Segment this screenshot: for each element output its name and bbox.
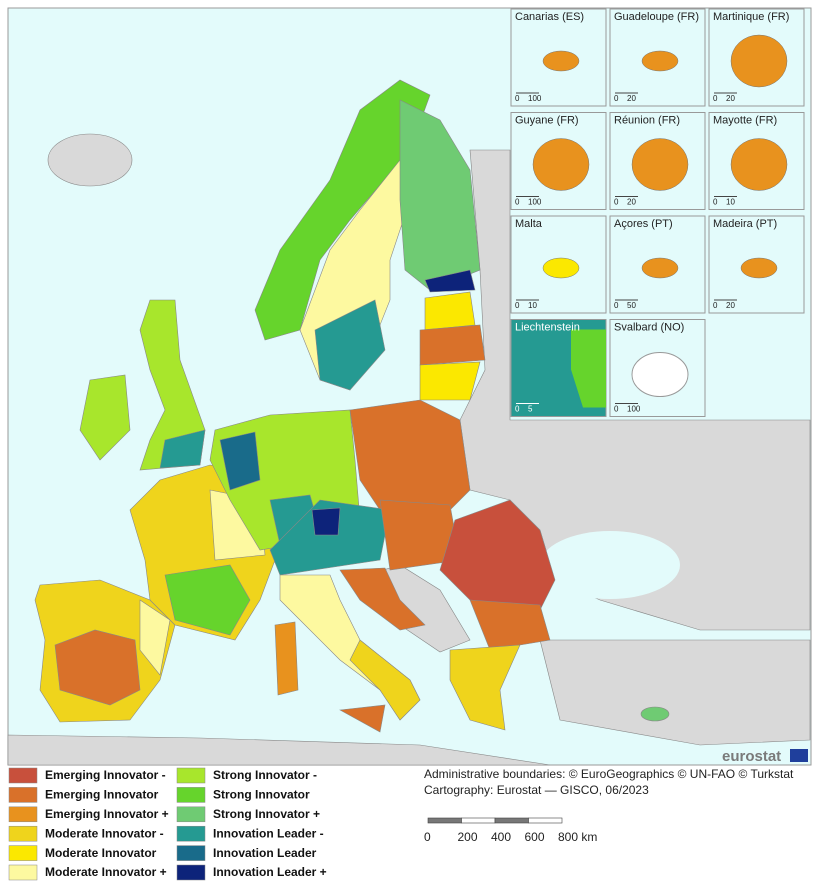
inset-title: Guadeloupe (FR) <box>614 11 699 23</box>
inset-land <box>571 329 606 408</box>
legend-swatch <box>176 767 206 784</box>
inset-land <box>641 50 679 72</box>
inset-scale-label: 20 <box>627 198 636 207</box>
inset-frame <box>708 112 805 210</box>
legend-label: Strong Innovator + <box>213 807 320 821</box>
legend-swatch <box>8 767 38 784</box>
scale-label: 200 <box>458 830 478 844</box>
inset-land <box>631 138 689 191</box>
inset-title: Açores (PT) <box>614 218 673 230</box>
credit: Cartography: Eurostat — GISCO, 06/2023 <box>424 783 649 797</box>
inset-land <box>641 257 679 279</box>
inset-scale-label: 0 <box>515 198 520 207</box>
scale-label: 0 <box>424 830 431 844</box>
legend-label: Strong Innovator <box>213 788 310 802</box>
legend-swatch <box>8 806 38 823</box>
inset-title: Malta <box>515 218 543 230</box>
legend-swatch <box>8 787 38 803</box>
inset-scale-label: 10 <box>726 198 735 207</box>
inset-title: Canarias (ES) <box>515 11 584 23</box>
legend: Emerging Innovator - Emerging Innovator Em… <box>8 767 327 881</box>
inset-land <box>730 138 788 191</box>
inset-scale-label: 0 <box>614 405 619 414</box>
inset-title: Liechtenstein <box>515 321 580 333</box>
legend-swatch <box>8 845 38 861</box>
inset-scale-label: 0 <box>614 198 619 207</box>
inset-title: Madeira (PT) <box>713 218 777 230</box>
inset-land <box>532 138 590 191</box>
inset-scale-label: 20 <box>726 94 735 103</box>
legend-swatch <box>176 787 206 803</box>
inset-scale-label: 0 <box>713 198 718 207</box>
legend-label: Moderate Innovator - <box>45 826 164 840</box>
legend-label: Moderate Innovator + <box>45 865 167 879</box>
scale-segment <box>528 817 563 824</box>
scale-segment <box>461 817 496 824</box>
legend-swatch <box>176 864 206 881</box>
scale-segment <box>427 817 462 824</box>
credit: Administrative boundaries: © EuroGeograp… <box>424 767 794 781</box>
inset-scale-label: 50 <box>627 301 636 310</box>
inset-title: Réunion (FR) <box>614 114 680 126</box>
legend-label: Innovation Leader + <box>213 865 327 879</box>
legend-swatch <box>176 845 206 861</box>
eu-flag <box>790 749 808 762</box>
logo-text: eurostat <box>722 748 781 765</box>
inset-scale-label: 10 <box>528 301 537 310</box>
legend-swatch <box>8 825 38 842</box>
inset-title: Svalbard (NO) <box>614 321 684 333</box>
legend-label: Innovation Leader - <box>213 826 324 840</box>
legend-label: Innovation Leader <box>213 846 317 860</box>
inset-land <box>631 352 689 397</box>
legend-label: Emerging Innovator <box>45 788 159 802</box>
inset-frame <box>510 215 607 314</box>
inset-scale-label: 5 <box>528 405 533 414</box>
scale-label: 600 <box>525 830 545 844</box>
scale-label: 800 km <box>558 830 597 844</box>
scale-segment <box>494 817 529 824</box>
inset-scale-label: 20 <box>726 301 735 310</box>
inset-title: Mayotte (FR) <box>713 114 777 126</box>
inset-scale-label: 0 <box>713 301 718 310</box>
inset-title: Martinique (FR) <box>713 11 789 23</box>
inset-scale-label: 100 <box>528 94 542 103</box>
scale-bar: 0 200 400 600 800 km <box>424 817 597 844</box>
inset-land <box>740 257 778 279</box>
legend-label: Emerging Innovator + <box>45 807 169 821</box>
legend-swatch <box>8 864 38 881</box>
inset-scale-label: 20 <box>627 94 636 103</box>
legend-label: Moderate Innovator <box>45 846 157 860</box>
inset-scale-label: 100 <box>627 405 641 414</box>
inset-title: Guyane (FR) <box>515 114 579 126</box>
legend-swatch <box>176 806 206 823</box>
inset-scale-label: 0 <box>515 94 520 103</box>
logo: eurostat <box>722 748 808 765</box>
inset-scale-label: 0 <box>515 405 520 414</box>
inset-scale-label: 0 <box>614 94 619 103</box>
inset-land <box>730 34 788 88</box>
scale-label: 400 <box>491 830 511 844</box>
inset-scale-label: 100 <box>528 198 542 207</box>
inset-land <box>542 50 580 72</box>
inset-land <box>542 257 580 279</box>
legend-label: Emerging Innovator - <box>45 768 166 782</box>
legend-swatch <box>176 825 206 842</box>
legend-label: Strong Innovator - <box>213 768 317 782</box>
inset-scale-label: 0 <box>515 301 520 310</box>
basemap <box>7 79 811 766</box>
inset-scale-label: 0 <box>713 94 718 103</box>
inset-scale-label: 0 <box>614 301 619 310</box>
